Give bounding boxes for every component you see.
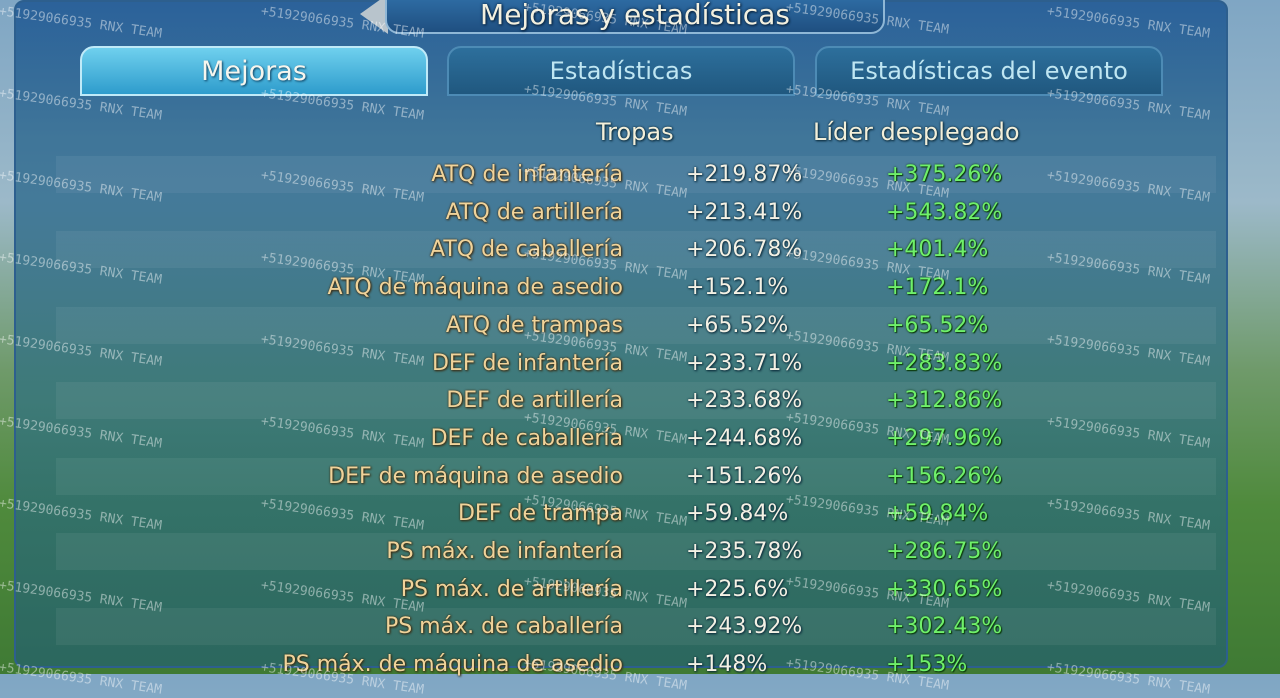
troops-value: +152.1% bbox=[686, 275, 789, 301]
page: {"header": {"title": "Mejoras y estadíst… bbox=[0, 0, 1280, 678]
leader-value: +156.26% bbox=[886, 463, 1003, 489]
troops-value: +151.26% bbox=[686, 463, 803, 489]
stat-label: DEF de caballería bbox=[430, 425, 623, 451]
leader-value: +312.86% bbox=[886, 388, 1003, 414]
troops-value: +213.41% bbox=[686, 199, 803, 225]
troops-value: +148% bbox=[686, 652, 768, 678]
stat-label: DEF de infantería bbox=[431, 350, 623, 376]
stat-row: ATQ de artillería +213.41% +543.82% bbox=[56, 194, 1216, 231]
leader-value: +543.82% bbox=[886, 199, 1003, 225]
troops-value: +233.71% bbox=[686, 350, 803, 376]
troops-value: +235.78% bbox=[686, 539, 803, 564]
leader-value: +302.43% bbox=[886, 614, 1003, 640]
stat-row: PS máx. de caballería +243.92% +302.43% bbox=[56, 608, 1216, 646]
stat-row: DEF de infantería +233.71% +283.83% bbox=[56, 345, 1216, 382]
stat-row: PS máx. de infantería +235.78% +286.75% bbox=[56, 533, 1216, 570]
leader-value: +172.1% bbox=[886, 275, 989, 301]
tab[interactable]: Estadísticas del evento bbox=[815, 46, 1163, 96]
troops-value: +59.84% bbox=[686, 501, 789, 527]
troops-value: +233.68% bbox=[686, 388, 803, 414]
tab[interactable]: Estadísticas bbox=[447, 46, 795, 96]
stat-row: ATQ de infantería +219.87% +375.26% bbox=[56, 156, 1216, 193]
title: Mejoras y estadísticas bbox=[480, 0, 790, 31]
stat-label: PS máx. de artillería bbox=[400, 576, 623, 602]
stat-label: ATQ de trampas bbox=[445, 312, 623, 338]
stat-row: DEF de caballería +244.68% +297.96% bbox=[56, 420, 1216, 457]
column-header: Tropas bbox=[596, 118, 674, 146]
troops-value: +243.92% bbox=[686, 614, 803, 640]
stat-label: DEF de trampa bbox=[457, 501, 623, 527]
stat-row: ATQ de trampas +65.52% +65.52% bbox=[56, 306, 1216, 344]
stat-label: ATQ de máquina de asedio bbox=[327, 275, 623, 301]
stat-label: DEF de máquina de asedio bbox=[328, 463, 623, 489]
troops-value: +206.78% bbox=[686, 237, 803, 263]
stat-label: DEF de artillería bbox=[446, 388, 623, 414]
stat-row: DEF de artillería +233.68% +312.86% bbox=[56, 382, 1216, 420]
stat-label: PS máx. de máquina de asedio bbox=[282, 652, 624, 678]
leader-value: +297.96% bbox=[886, 425, 1003, 451]
stat-label: PS máx. de caballería bbox=[384, 614, 623, 640]
tab[interactable]: Mejoras bbox=[80, 46, 428, 96]
troops-value: +244.68% bbox=[686, 425, 803, 451]
stat-row: DEF de trampa +59.84% +59.84% bbox=[56, 495, 1216, 532]
leader-value: +330.65% bbox=[886, 576, 1003, 602]
stat-row: PS máx. de artillería +225.6% +330.65% bbox=[56, 571, 1216, 608]
leader-value: +283.83% bbox=[886, 350, 1003, 376]
stat-row: PS máx. de máquina de asedio +148% +153% bbox=[56, 646, 1216, 683]
stat-row: ATQ de máquina de asedio +152.1% +172.1% bbox=[56, 269, 1216, 306]
leader-value: +286.75% bbox=[886, 539, 1003, 564]
stat-label: ATQ de infantería bbox=[431, 162, 623, 187]
panel: Tropas Líder desplegado ATQ de infanterí… bbox=[14, 0, 1228, 677]
stat-row: DEF de máquina de asedio +151.26% +156.26% bbox=[56, 457, 1216, 495]
prev-arrow[interactable] bbox=[360, 0, 388, 34]
leader-value: +59.84% bbox=[886, 501, 989, 527]
stat-label: ATQ de caballería bbox=[429, 237, 623, 263]
leader-value: +65.52% bbox=[886, 312, 989, 338]
leader-value: +401.4% bbox=[886, 237, 989, 263]
troops-value: +225.6% bbox=[686, 576, 789, 602]
troops-value: +65.52% bbox=[686, 312, 789, 338]
stat-label: PS máx. de infantería bbox=[386, 539, 623, 564]
column-header: Líder desplegado bbox=[813, 118, 1020, 146]
stat-label: ATQ de artillería bbox=[445, 199, 623, 225]
leader-value: +375.26% bbox=[886, 162, 1003, 187]
stat-row: ATQ de caballería +206.78% +401.4% bbox=[56, 231, 1216, 269]
leader-value: +153% bbox=[886, 652, 968, 678]
title-bar: Mejoras y estadísticas bbox=[385, 0, 885, 34]
troops-value: +219.87% bbox=[686, 162, 803, 187]
